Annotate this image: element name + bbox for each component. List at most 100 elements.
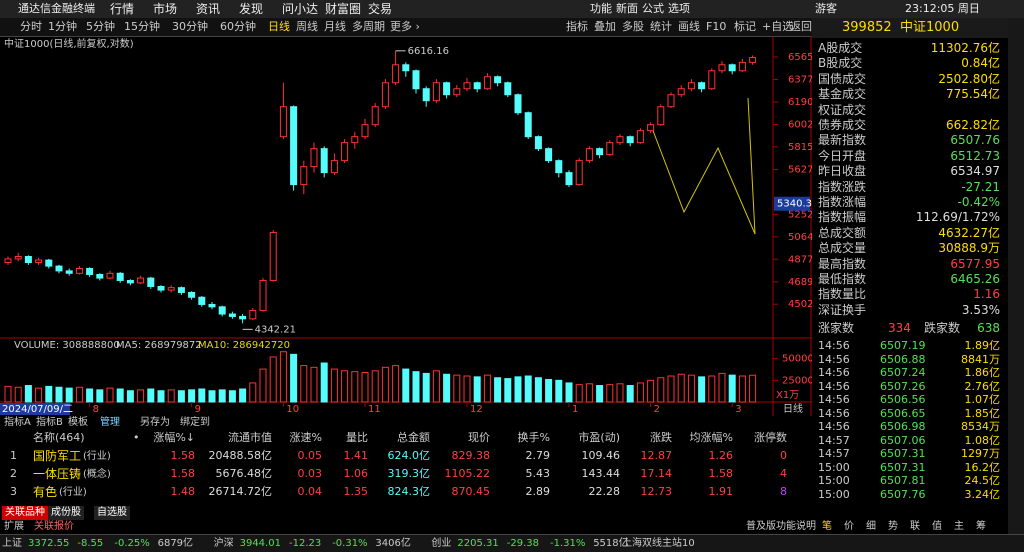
- footer-icon[interactable]: 势: [888, 521, 898, 532]
- period-tab[interactable]: 月线: [324, 20, 346, 33]
- menu[interactable]: 交易: [368, 2, 393, 16]
- volume-bar: [504, 378, 512, 403]
- help-link[interactable]: 普及版功能说明: [746, 521, 816, 532]
- status-item: 创业: [431, 538, 452, 549]
- sheet-tab[interactable]: 成份股: [48, 506, 84, 520]
- stat-label: 今日开盘: [818, 148, 867, 163]
- volume-bar: [524, 375, 532, 403]
- x-tick-label: 3: [735, 404, 741, 415]
- period-tab[interactable]: 日线: [268, 20, 290, 33]
- menu[interactable]: 资讯: [196, 2, 221, 16]
- period-tab[interactable]: 60分钟: [220, 20, 256, 33]
- candle-body: [524, 112, 532, 138]
- tool[interactable]: F10: [706, 20, 727, 33]
- volume-bar: [626, 385, 634, 403]
- menu[interactable]: 财富圈: [325, 2, 362, 16]
- tick-price: 6507.24: [880, 366, 926, 379]
- period-tab[interactable]: 5分钟: [86, 20, 115, 33]
- menu[interactable]: 公式: [642, 2, 664, 15]
- period-tab[interactable]: 30分钟: [172, 20, 208, 33]
- volume-bar: [687, 374, 695, 403]
- volume-bar: [126, 390, 134, 403]
- footer-link[interactable]: 关联报价: [34, 521, 74, 532]
- stat-label: 基金成交: [818, 87, 867, 102]
- candle-body: [259, 279, 267, 311]
- tool[interactable]: 返回: [790, 20, 812, 33]
- menu[interactable]: 发现: [239, 2, 264, 16]
- menu[interactable]: 功能: [590, 2, 612, 15]
- footer-icon[interactable]: 联: [910, 521, 920, 532]
- sheet-tab[interactable]: 自选股: [94, 506, 130, 520]
- footer-icon[interactable]: 值: [932, 521, 942, 532]
- volume-bar: [647, 379, 655, 403]
- volume-bar: [188, 389, 196, 403]
- table-cell: 12.73: [640, 485, 673, 498]
- clock: 23:12:05 周日: [905, 2, 980, 15]
- tool[interactable]: 多股: [622, 20, 644, 33]
- status-item: 沪深: [213, 538, 234, 549]
- footer-icon[interactable]: 笔: [822, 521, 832, 532]
- period-tab[interactable]: 周线: [296, 20, 318, 33]
- y-tick-label: 5064: [788, 232, 812, 243]
- x-tick-label: 2: [654, 404, 660, 415]
- footer-icon[interactable]: 筹: [976, 521, 986, 532]
- footer-link[interactable]: 扩展: [4, 521, 24, 532]
- menu[interactable]: 行情: [110, 2, 135, 16]
- indicator-tab[interactable]: 指标A: [4, 417, 31, 428]
- volume-bar: [290, 353, 298, 403]
- period-tab[interactable]: 1分钟: [48, 20, 77, 33]
- indicator-tab[interactable]: 模板: [68, 417, 88, 428]
- candle-body: [698, 82, 706, 90]
- menu[interactable]: 问小达: [282, 2, 319, 16]
- volume-title: VOLUME: 308888800: [14, 340, 120, 351]
- candle-body: [504, 82, 512, 96]
- candle-body: [24, 256, 32, 263]
- cursor-box: [774, 196, 810, 211]
- candle-body: [443, 82, 451, 96]
- tool[interactable]: 画线: [678, 20, 700, 33]
- indicator-tab[interactable]: 绑定到: [180, 417, 210, 428]
- tool[interactable]: 标记: [734, 20, 756, 33]
- indicator-tab[interactable]: 管理: [100, 417, 120, 428]
- tool[interactable]: 叠加: [594, 20, 616, 33]
- footer-icon[interactable]: 细: [866, 521, 876, 532]
- y-tick-label: 6377: [788, 75, 812, 86]
- stat-label: 债券成交: [818, 118, 867, 132]
- user-drawing: [651, 97, 756, 235]
- tick-price: 6507.26: [880, 379, 926, 393]
- menu[interactable]: 市场: [153, 2, 178, 16]
- x-tick-label: 12: [470, 404, 483, 415]
- menu[interactable]: 选项: [668, 2, 690, 15]
- candle-body: [514, 94, 522, 114]
- candle-body: [749, 57, 757, 63]
- table-cell: 624.0亿: [387, 449, 431, 462]
- stat-value: 0.84亿: [961, 56, 1000, 71]
- candle-body: [35, 259, 43, 264]
- tool[interactable]: +自选: [762, 20, 794, 33]
- candle-body: [198, 296, 206, 305]
- indicator-tab[interactable]: 另存为: [140, 417, 170, 428]
- footer-icon[interactable]: 主: [954, 521, 964, 532]
- volume-bar: [738, 375, 746, 403]
- period-tab[interactable]: 分时: [20, 20, 42, 33]
- table-header: 名称(464): [33, 431, 85, 444]
- stat-label: 国债成交: [818, 71, 867, 86]
- sheet-tab[interactable]: 关联品种: [2, 506, 48, 520]
- table-cell: 2.79: [525, 449, 551, 462]
- volume-bar: [494, 377, 502, 403]
- period-tab[interactable]: 更多 ›: [390, 20, 420, 33]
- period-tab[interactable]: 多周期: [352, 20, 385, 33]
- tool[interactable]: 统计: [650, 20, 672, 33]
- stat-value: 775.54亿: [946, 87, 1000, 102]
- table-cell: 0.03: [297, 467, 323, 480]
- volume-bar: [35, 387, 43, 403]
- tick-volume: 16.2亿: [964, 460, 1001, 474]
- tool[interactable]: 指标: [566, 20, 588, 33]
- tick-price: 6507.76: [880, 487, 926, 501]
- menu[interactable]: 新面: [616, 2, 638, 15]
- footer-icon[interactable]: 价: [844, 521, 854, 532]
- tick-time: 14:57: [818, 447, 850, 460]
- volume-bar: [208, 390, 216, 403]
- period-tab[interactable]: 15分钟: [124, 20, 160, 33]
- indicator-tab[interactable]: 指标B: [36, 417, 63, 428]
